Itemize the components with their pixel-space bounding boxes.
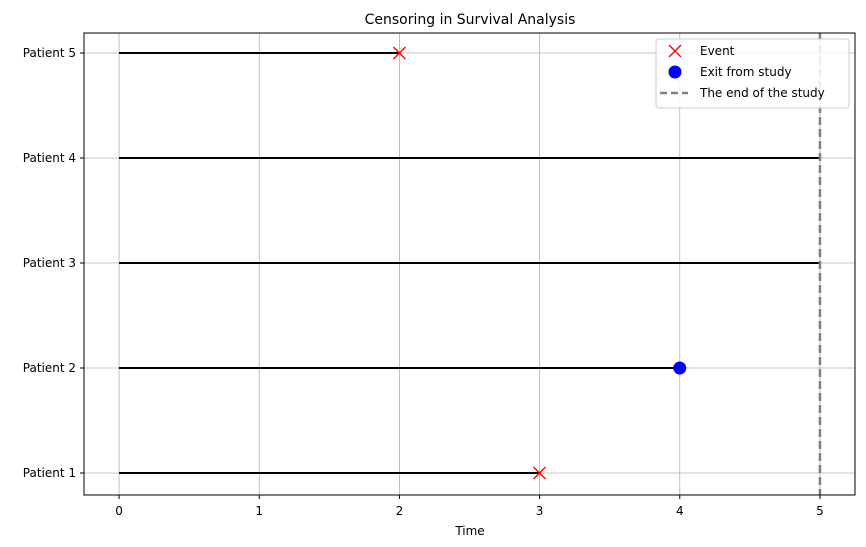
event-marker — [392, 46, 406, 60]
legend-items: Event Exit from study The end of the study — [660, 44, 825, 100]
x-tick-label: 3 — [536, 504, 544, 518]
event-marker — [533, 466, 547, 480]
legend-frame — [655, 38, 850, 109]
x-tick-label: 2 — [396, 504, 404, 518]
legend-label: Exit from study — [700, 65, 792, 79]
event-marker-stroke-b — [392, 46, 406, 60]
x-tick-label: 1 — [255, 504, 263, 518]
legend-exit-marker — [668, 65, 682, 79]
y-tick-label: Patient 1 — [23, 466, 76, 480]
y-tick-label: Patient 2 — [23, 361, 76, 375]
y-tick-label: Patient 5 — [23, 46, 76, 60]
x-tick-label: 4 — [676, 504, 684, 518]
legend-label: Event — [700, 44, 735, 58]
x-axis-label: Time — [454, 524, 484, 538]
y-tick-label: Patient 4 — [23, 151, 76, 165]
chart-title: Censoring in Survival Analysis — [365, 12, 576, 28]
event-marker-stroke-b — [533, 466, 547, 480]
legend-event-marker-stroke-b — [668, 44, 682, 58]
x-tick-label: 5 — [816, 504, 824, 518]
legend: Event Exit from study The end of the study — [655, 38, 850, 109]
tick-layer: 0 1 2 3 4 5 Patient 1 Patient 2 Patient 3 Patient… — [23, 46, 824, 518]
legend-event-marker — [668, 44, 682, 58]
plot-frame — [83, 32, 856, 496]
x-tick-label: 0 — [115, 504, 123, 518]
exit-marker — [673, 361, 687, 375]
series-layer — [119, 33, 822, 495]
legend-label: The end of the study — [699, 86, 825, 100]
y-tick-label: Patient 3 — [23, 256, 76, 270]
